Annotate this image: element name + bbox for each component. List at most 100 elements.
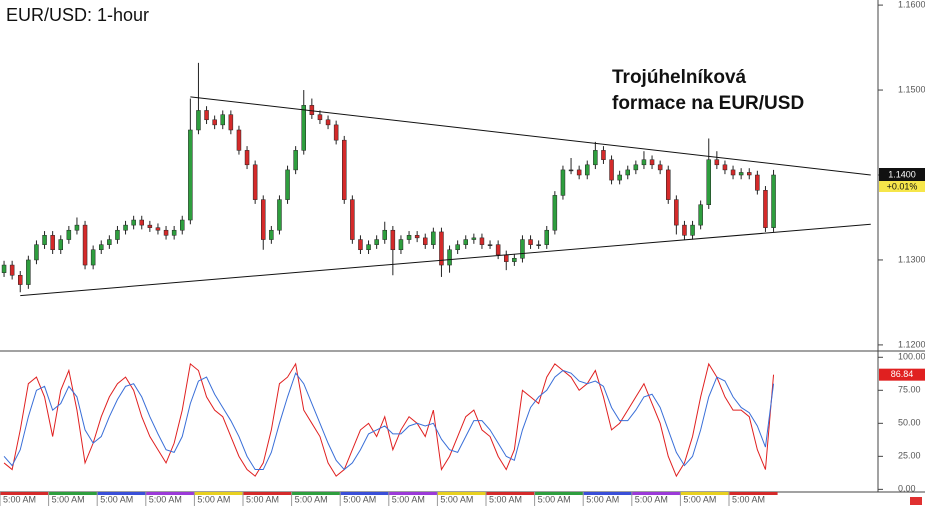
x-tick-label: 5:00 AM [246, 494, 279, 504]
candle-body [163, 229, 169, 236]
candle-body [366, 244, 371, 251]
candle-body [309, 105, 315, 115]
day-segment [729, 492, 778, 495]
candle-body [107, 239, 112, 245]
y-tick-label: 25.00 [898, 451, 921, 461]
chart-title: EUR/USD: 1-hour [6, 5, 149, 25]
annotation: formace na EUR/USD [612, 93, 804, 114]
candle-body [504, 254, 509, 262]
candle-body [301, 105, 306, 151]
x-tick-label: 5:00 AM [149, 494, 182, 504]
value-marker-label: 86.84 [891, 369, 914, 379]
x-tick-label: 5:00 AM [197, 494, 230, 504]
candle-body [455, 244, 460, 251]
candle-body [512, 258, 517, 262]
day-segment [97, 492, 146, 495]
y-tick-label: 50.00 [898, 418, 921, 428]
candle-body [74, 224, 80, 231]
y-tick-label: 1.1600 [898, 0, 925, 9]
candle-body [414, 235, 420, 239]
candle-body [228, 114, 234, 131]
stoch-line [3, 369, 775, 471]
candle-body [471, 237, 477, 240]
x-tick-label: 5:00 AM [489, 494, 522, 504]
candle-body [520, 239, 525, 259]
day-segment [534, 492, 584, 495]
candle-body [333, 124, 339, 141]
candle-body [576, 169, 582, 176]
candle-body [714, 159, 720, 166]
y-tick-label: 100.00 [898, 352, 925, 362]
candle-body [601, 150, 606, 160]
candle-body [58, 239, 63, 251]
candle-body [26, 259, 31, 285]
candle-body [625, 169, 630, 176]
candle-body [706, 159, 711, 205]
candle-body [698, 204, 703, 226]
x-tick-label: 5:00 AM [100, 494, 133, 504]
x-tick-label: 5:00 AM [343, 494, 376, 504]
annotation: Trojúhelníková [612, 67, 747, 88]
candle-body [423, 237, 428, 245]
candle-body [682, 224, 687, 236]
candle-body [358, 239, 363, 251]
candle-body [771, 174, 776, 228]
candle-body [325, 119, 331, 126]
candle-body [82, 224, 88, 266]
candle-body [690, 224, 695, 236]
candle-body [609, 159, 614, 181]
candle-body [147, 224, 153, 228]
candle-body [220, 114, 225, 126]
candle-body [666, 169, 671, 200]
candle-body [463, 239, 468, 245]
y-tick-label: 0.00 [898, 484, 916, 494]
candle-body [236, 129, 242, 151]
day-segment [145, 492, 195, 495]
day-segment [631, 492, 681, 495]
candle-body [261, 199, 266, 240]
candle-body [633, 164, 639, 171]
candle-body [755, 174, 760, 191]
change-marker-label: +0.01% [887, 181, 918, 191]
x-tick-label: 5:00 AM [3, 494, 36, 504]
candle-body [447, 249, 452, 266]
candle-body [431, 231, 436, 245]
candle-body [9, 264, 15, 276]
y-tick-label: 1.1500 [898, 84, 925, 94]
candle-body [585, 164, 590, 176]
candle-body [99, 244, 104, 251]
candle-body [406, 235, 412, 240]
day-segment [243, 492, 292, 495]
day-segment [388, 492, 438, 495]
day-segment [0, 492, 49, 495]
scroll-icon[interactable] [910, 497, 922, 505]
candle-body [42, 235, 47, 245]
candle-body [738, 172, 744, 176]
candle-body [528, 239, 533, 245]
candle-body [285, 169, 290, 200]
candle-body [115, 229, 120, 240]
candle-body [730, 169, 736, 176]
x-tick-label: 5:00 AM [52, 494, 85, 504]
candle-body [212, 119, 217, 126]
stoch-line [3, 362, 775, 478]
trendline [190, 96, 871, 176]
candle-body [479, 237, 485, 245]
candle-body [763, 190, 768, 228]
price-marker [879, 168, 925, 181]
candle-body [90, 249, 96, 266]
candle-body [722, 164, 728, 171]
x-tick-label: 5:00 AM [635, 494, 668, 504]
candle-body [390, 229, 396, 251]
x-tick-label: 5:00 AM [538, 494, 571, 504]
candle-body [204, 110, 209, 121]
price-marker-label: 1.1400 [888, 169, 916, 179]
candle-body [317, 114, 323, 121]
candle-body [269, 229, 274, 240]
candle-body [244, 150, 250, 166]
candle-body [188, 129, 193, 221]
x-tick-label: 5:00 AM [295, 494, 328, 504]
candle-body [66, 229, 72, 240]
candle-body [34, 244, 39, 261]
candle-body [495, 244, 501, 256]
